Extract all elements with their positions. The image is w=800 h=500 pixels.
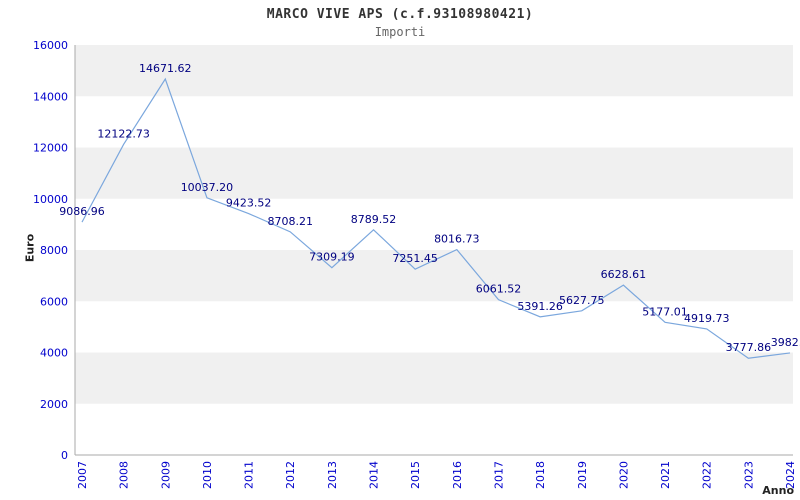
svg-text:5177.01: 5177.01: [642, 305, 688, 318]
svg-text:10037.20: 10037.20: [181, 181, 234, 194]
svg-text:2014: 2014: [368, 461, 381, 489]
svg-text:16000: 16000: [33, 39, 68, 52]
svg-text:8000: 8000: [40, 244, 68, 257]
svg-text:2020: 2020: [617, 461, 630, 489]
svg-text:2019: 2019: [576, 461, 589, 489]
svg-text:6061.52: 6061.52: [476, 283, 522, 296]
svg-text:3777.86: 3777.86: [726, 341, 772, 354]
svg-text:4000: 4000: [40, 347, 68, 360]
svg-text:8789.52: 8789.52: [351, 213, 397, 226]
svg-text:2015: 2015: [409, 461, 422, 489]
svg-text:2012: 2012: [284, 461, 297, 489]
svg-text:0: 0: [61, 449, 68, 462]
svg-text:12000: 12000: [33, 142, 68, 155]
svg-text:2018: 2018: [534, 461, 547, 489]
svg-text:2013: 2013: [326, 461, 339, 489]
svg-text:8016.73: 8016.73: [434, 233, 480, 246]
svg-text:2007: 2007: [76, 461, 89, 489]
svg-text:5627.75: 5627.75: [559, 294, 605, 307]
svg-text:2017: 2017: [492, 461, 505, 489]
chart-title: MARCO VIVE APS (c.f.93108980421): [266, 7, 534, 22]
svg-text:2010: 2010: [201, 461, 214, 489]
svg-text:5391.26: 5391.26: [517, 300, 563, 313]
svg-text:6000: 6000: [40, 295, 68, 308]
svg-text:3982.5: 3982.5: [771, 336, 800, 349]
svg-text:10000: 10000: [33, 193, 68, 206]
x-axis-title: Anno: [762, 484, 794, 497]
svg-text:9423.52: 9423.52: [226, 197, 272, 210]
svg-text:7309.19: 7309.19: [309, 251, 355, 264]
svg-text:2016: 2016: [451, 461, 464, 489]
svg-text:2008: 2008: [118, 461, 131, 489]
svg-text:2022: 2022: [701, 461, 714, 489]
svg-text:2011: 2011: [243, 461, 256, 489]
svg-text:2009: 2009: [159, 461, 172, 489]
svg-text:2023: 2023: [742, 461, 755, 489]
svg-text:4919.73: 4919.73: [684, 312, 730, 325]
svg-text:6628.61: 6628.61: [601, 268, 647, 281]
svg-text:2000: 2000: [40, 398, 68, 411]
svg-text:2024: 2024: [784, 461, 797, 489]
svg-text:7251.45: 7251.45: [392, 252, 438, 265]
svg-text:14000: 14000: [33, 90, 68, 103]
svg-text:2021: 2021: [659, 461, 672, 489]
svg-text:14671.62: 14671.62: [139, 62, 192, 75]
svg-text:8708.21: 8708.21: [267, 215, 313, 228]
chart-subtitle: Importi: [374, 25, 426, 39]
svg-text:12122.73: 12122.73: [97, 127, 150, 140]
svg-text:9086.96: 9086.96: [59, 205, 105, 218]
